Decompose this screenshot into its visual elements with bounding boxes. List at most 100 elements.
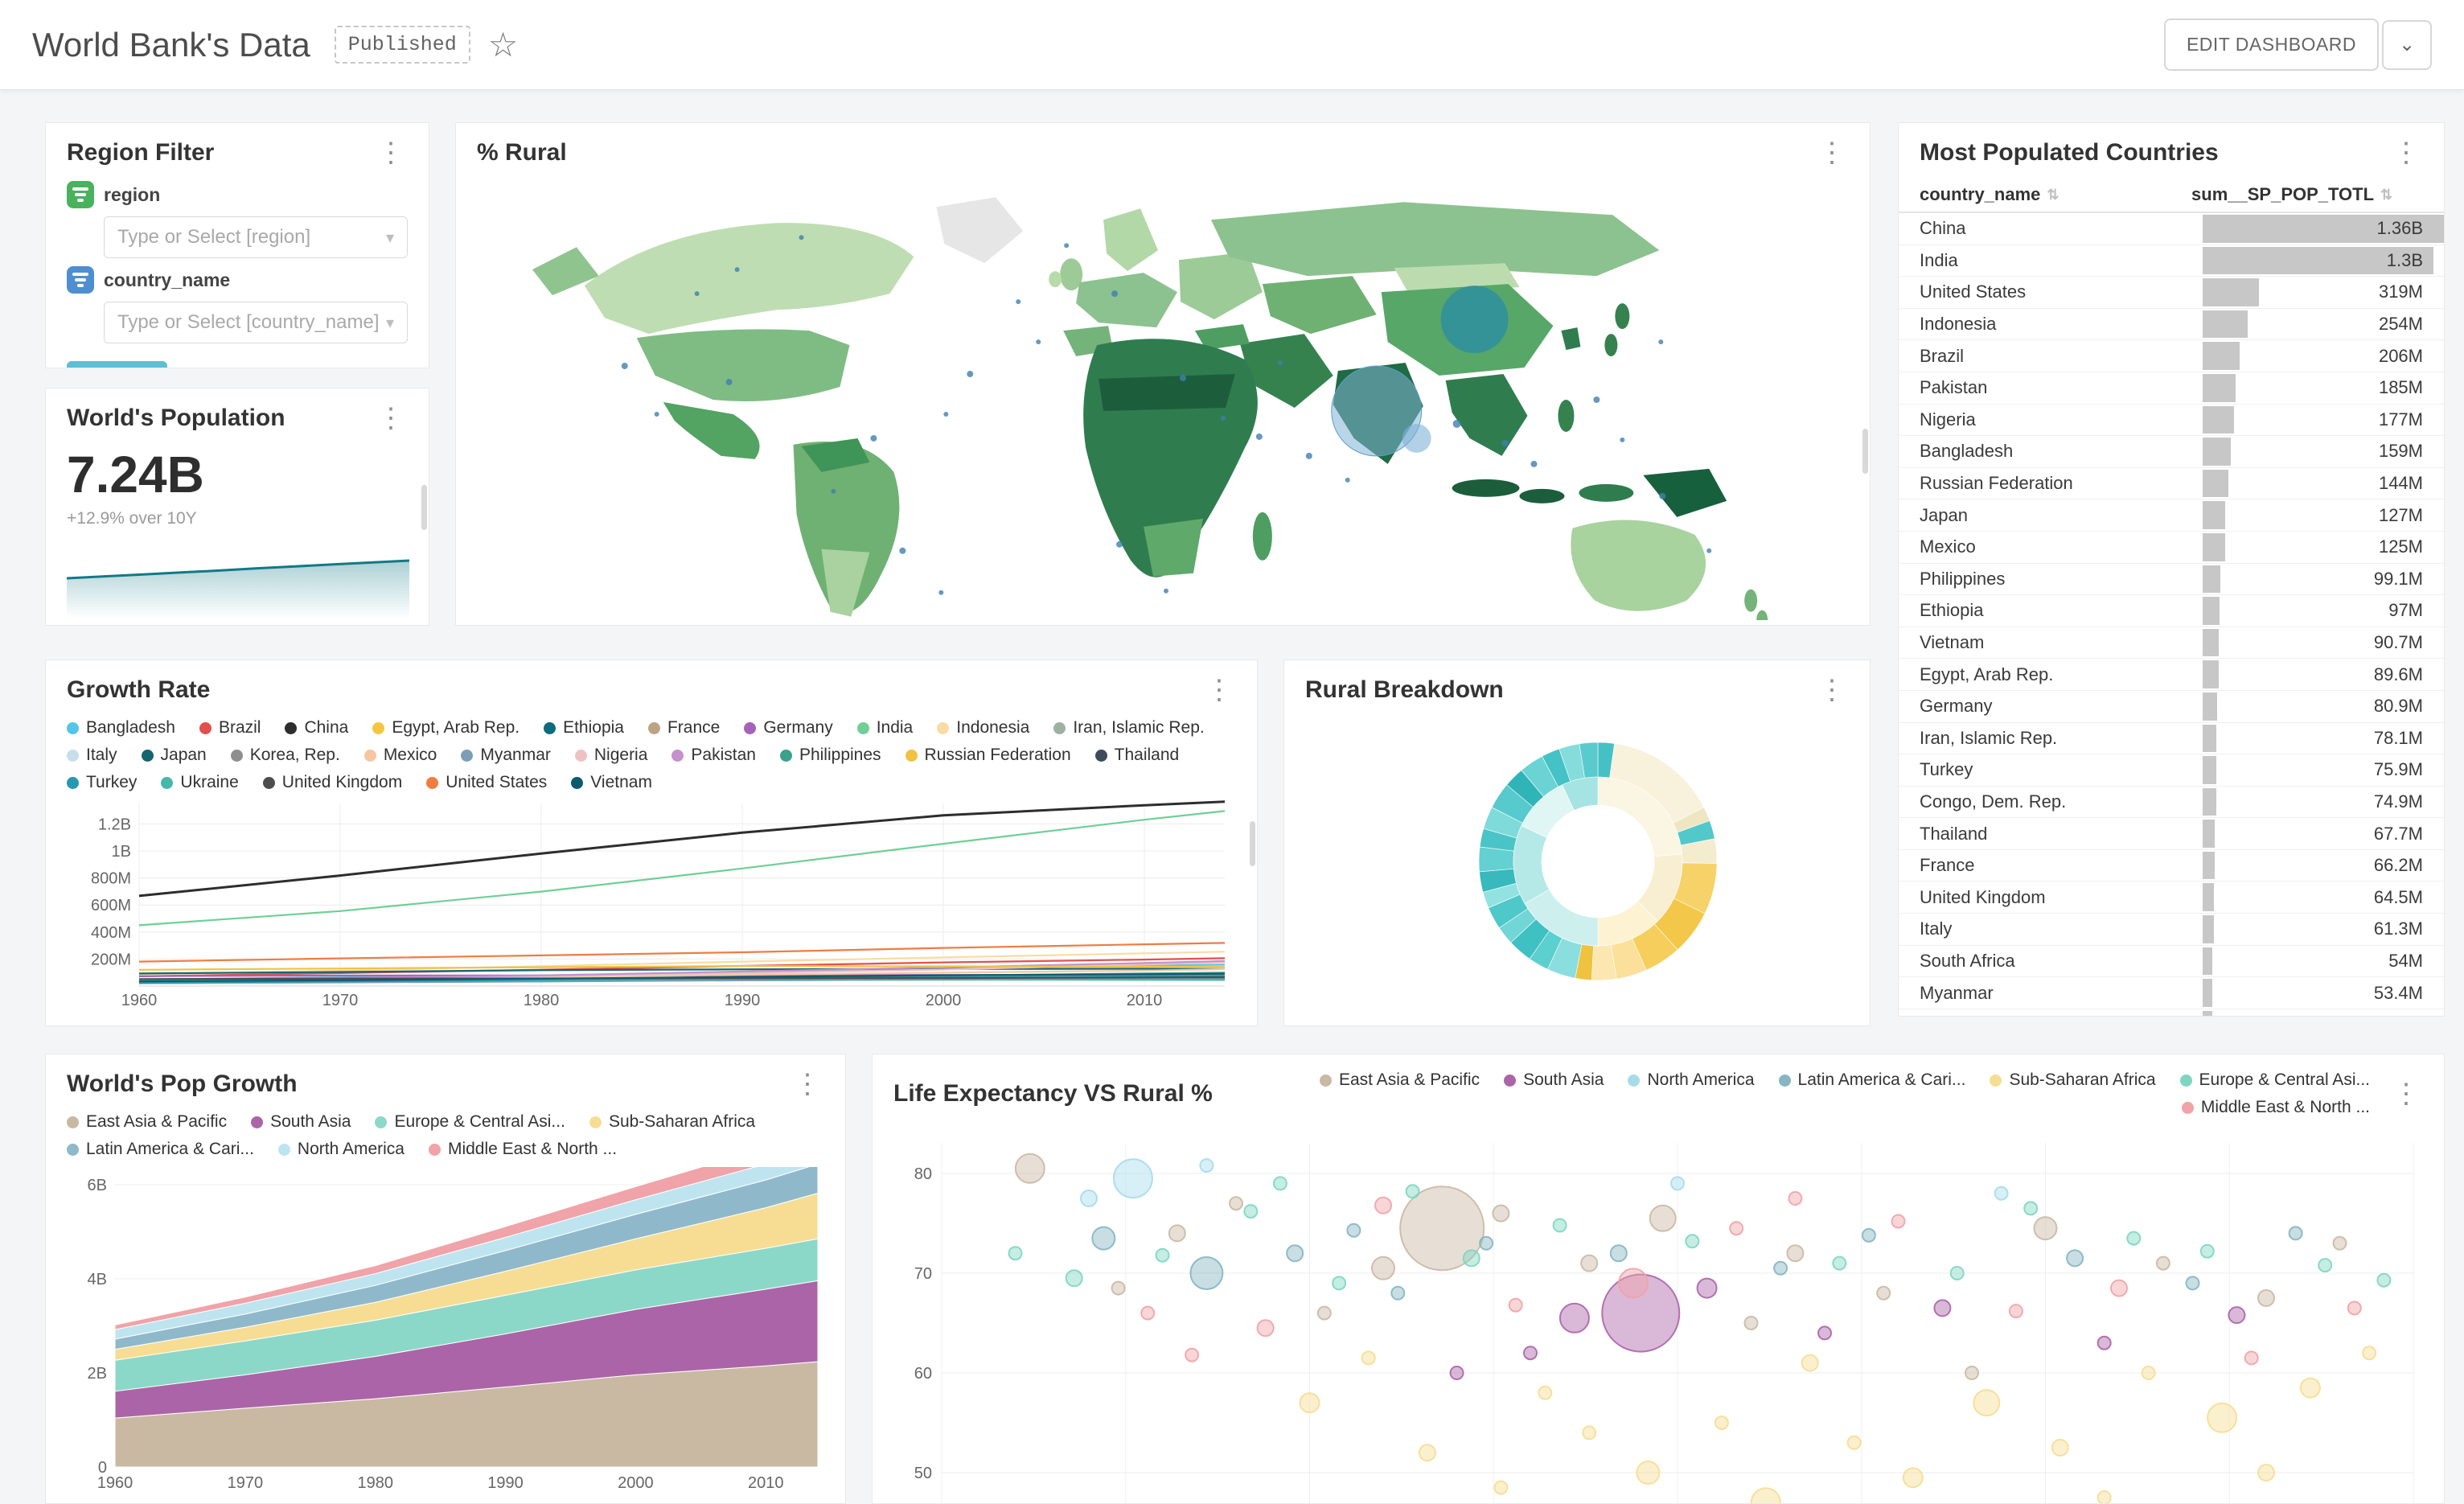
legend-item[interactable]: Europe & Central Asi... bbox=[375, 1112, 565, 1132]
table-body: China 1.36B India 1.3B United States 319M Indo… bbox=[1899, 213, 2444, 1016]
legend-item[interactable]: Thailand bbox=[1094, 746, 1179, 765]
legend-item[interactable]: Korea, Rep. bbox=[230, 746, 340, 765]
growth-rate-legend: Bangladesh Brazil China Egypt, Arab Rep. Eth… bbox=[46, 710, 1257, 795]
legend-item[interactable]: Iran, Islamic Rep. bbox=[1053, 718, 1205, 738]
legend-item[interactable]: Indonesia bbox=[937, 718, 1029, 738]
legend-item[interactable]: France bbox=[647, 718, 720, 738]
legend-item[interactable]: East Asia & Pacific bbox=[67, 1112, 227, 1132]
region-select-input[interactable]: Type or Select [region] ▾ bbox=[104, 216, 408, 258]
table-row: United Kingdom 64.5M bbox=[1899, 881, 2444, 914]
continent-africa bbox=[1083, 339, 1272, 577]
legend-item[interactable]: North America bbox=[1628, 1070, 1755, 1090]
legend-item[interactable]: Pakistan bbox=[671, 746, 756, 765]
column-header-country[interactable]: country_name ⇅ bbox=[1920, 184, 2059, 204]
card-resize-handle[interactable] bbox=[421, 485, 427, 530]
table-row: Congo, Dem. Rep. 74.9M bbox=[1899, 787, 2444, 819]
favorite-star-icon[interactable]: ☆ bbox=[487, 25, 519, 64]
legend-item[interactable]: Brazil bbox=[199, 718, 261, 738]
legend-item[interactable]: Nigeria bbox=[574, 746, 647, 765]
table-header-row: country_name ⇅ sum__SP_POP_TOTL ⇅ bbox=[1899, 178, 2444, 213]
svg-text:1980: 1980 bbox=[524, 992, 560, 1009]
continent-europe bbox=[1049, 208, 1263, 357]
map-bubbles bbox=[1331, 286, 1509, 457]
apply-filter-button[interactable]: APPLY bbox=[67, 361, 168, 368]
country-field-label: country_name bbox=[104, 269, 231, 290]
growth-rate-card: Growth Rate ⋮ Bangladesh Brazil China Egypt… bbox=[45, 660, 1258, 1026]
legend-item[interactable]: Myanmar bbox=[461, 746, 551, 765]
legend-item[interactable]: Europe & Central Asi... bbox=[2179, 1070, 2370, 1090]
legend-item[interactable]: Bangladesh bbox=[67, 718, 175, 738]
table-row: France 66.2M bbox=[1899, 850, 2444, 882]
legend-item[interactable]: United States bbox=[426, 773, 547, 792]
legend-item[interactable]: Egypt, Arab Rep. bbox=[372, 718, 519, 738]
world-map[interactable] bbox=[456, 173, 1870, 620]
published-badge[interactable]: Published bbox=[334, 26, 470, 64]
column-header-population[interactable]: sum__SP_POP_TOTL ⇅ bbox=[2191, 184, 2393, 204]
legend-item[interactable]: South Asia bbox=[251, 1112, 351, 1132]
population-card: World's Population ⋮ 7.24B +12.9% over 1… bbox=[45, 388, 429, 626]
svg-text:4B: 4B bbox=[88, 1271, 107, 1288]
legend-item[interactable]: China bbox=[285, 718, 348, 738]
card-resize-handle[interactable] bbox=[1250, 821, 1255, 866]
legend-item[interactable]: Japan bbox=[141, 746, 207, 765]
pop-growth-kebab-icon[interactable]: ⋮ bbox=[794, 1069, 821, 1099]
legend-item[interactable]: Latin America & Cari... bbox=[67, 1140, 254, 1159]
svg-text:1960: 1960 bbox=[97, 1474, 133, 1492]
svg-text:1970: 1970 bbox=[228, 1474, 264, 1492]
population-title: World's Population bbox=[67, 405, 285, 431]
most-populated-kebab-icon[interactable]: ⋮ bbox=[2392, 138, 2420, 168]
life-expectancy-kebab-icon[interactable]: ⋮ bbox=[2392, 1079, 2420, 1109]
population-sparkline-chart[interactable] bbox=[67, 554, 409, 618]
legend-item[interactable]: Vietnam bbox=[571, 773, 652, 792]
edit-dashboard-button[interactable]: EDIT DASHBOARD bbox=[2163, 18, 2379, 71]
legend-item[interactable]: Middle East & North ... bbox=[428, 1140, 617, 1159]
svg-text:200M: 200M bbox=[91, 951, 131, 968]
table-row: Turkey 75.9M bbox=[1899, 754, 2444, 787]
table-row: Myanmar 53.4M bbox=[1899, 977, 2444, 1009]
region-filter-card: Region Filter ⋮ region Type or Select [r… bbox=[45, 122, 429, 368]
legend-item[interactable]: East Asia & Pacific bbox=[1319, 1070, 1480, 1090]
card-resize-handle[interactable] bbox=[1862, 429, 1868, 474]
pop-growth-area-chart[interactable]: 0 2B 4B 6B 1960 1970 1980 1990 2000 2010 bbox=[67, 1167, 826, 1504]
legend-item[interactable]: Turkey bbox=[67, 773, 137, 792]
rural-breakdown-kebab-icon[interactable]: ⋮ bbox=[1818, 675, 1846, 705]
legend-item[interactable]: United Kingdom bbox=[262, 773, 402, 792]
legend-item[interactable]: Sub-Saharan Africa bbox=[589, 1112, 755, 1132]
country-select-input[interactable]: Type or Select [country_name] ▾ bbox=[104, 302, 408, 343]
svg-text:60: 60 bbox=[914, 1365, 932, 1383]
sort-icon: ⇅ bbox=[2047, 186, 2059, 203]
rural-breakdown-donut-chart[interactable] bbox=[1305, 710, 1850, 1021]
growth-rate-title: Growth Rate bbox=[67, 676, 211, 703]
rural-breakdown-card: Rural Breakdown ⋮ bbox=[1283, 660, 1871, 1026]
growth-rate-kebab-icon[interactable]: ⋮ bbox=[1205, 675, 1233, 705]
legend-item[interactable]: Mexico bbox=[363, 746, 437, 765]
table-row: Ethiopia 97M bbox=[1899, 595, 2444, 627]
life-expectancy-scatter-chart[interactable]: 50 60 70 80 bbox=[893, 1127, 2425, 1504]
legend-item[interactable]: Italy bbox=[67, 746, 117, 765]
rural-map-kebab-icon[interactable]: ⋮ bbox=[1818, 138, 1846, 168]
table-row: Philippines 99.1M bbox=[1899, 564, 2444, 596]
svg-text:1960: 1960 bbox=[121, 992, 158, 1009]
region-filter-kebab-icon[interactable]: ⋮ bbox=[377, 138, 405, 168]
legend-item[interactable]: North America bbox=[277, 1140, 405, 1159]
most-populated-title: Most Populated Countries bbox=[1920, 139, 2219, 166]
legend-item[interactable]: Russian Federation bbox=[905, 746, 1071, 765]
growth-rate-line-chart[interactable]: 1960 1970 1980 1990 2000 2010 200M 400M 600M 800M… bbox=[67, 799, 1238, 1009]
svg-text:1990: 1990 bbox=[487, 1474, 524, 1492]
legend-item[interactable]: Philippines bbox=[779, 746, 881, 765]
legend-item[interactable]: South Asia bbox=[1504, 1070, 1604, 1090]
header-menu-caret-button[interactable]: ⌄ bbox=[2382, 19, 2432, 70]
life-expectancy-card: Life Expectancy VS Rural % East Asia & P… bbox=[872, 1054, 2445, 1504]
legend-item[interactable]: Ukraine bbox=[161, 773, 239, 792]
legend-item[interactable]: Latin America & Cari... bbox=[1778, 1070, 1965, 1090]
legend-item[interactable]: Ethiopia bbox=[544, 718, 624, 738]
population-kebab-icon[interactable]: ⋮ bbox=[377, 403, 405, 434]
population-headline-value: 7.24B bbox=[67, 446, 204, 503]
legend-item[interactable]: Sub-Saharan Africa bbox=[1990, 1070, 2156, 1090]
svg-text:2010: 2010 bbox=[1127, 992, 1163, 1009]
table-row: United States 319M bbox=[1899, 277, 2444, 309]
legend-item[interactable]: India bbox=[856, 718, 913, 738]
legend-item[interactable]: Middle East & North ... bbox=[2181, 1098, 2370, 1117]
legend-item[interactable]: Germany bbox=[744, 718, 833, 738]
table-row: Russian Federation 144M bbox=[1899, 468, 2444, 500]
